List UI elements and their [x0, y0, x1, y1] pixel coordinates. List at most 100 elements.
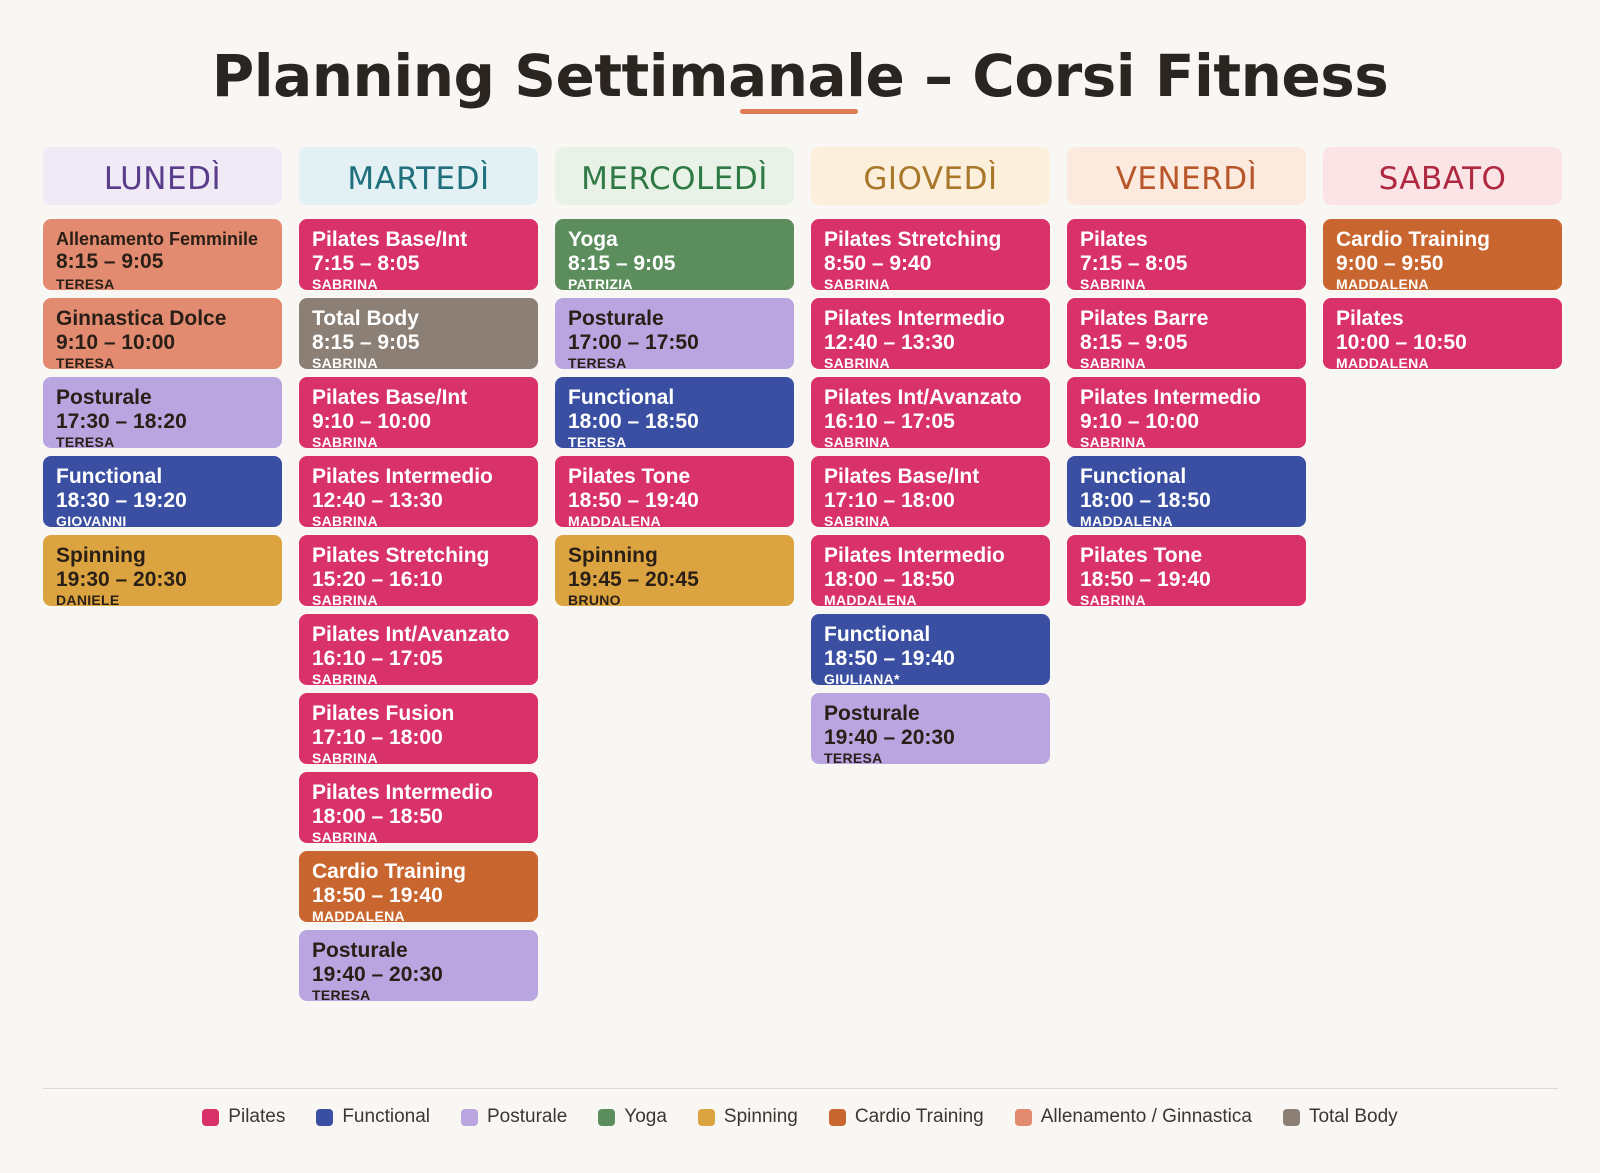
legend-swatch [1282, 1108, 1300, 1126]
class-card[interactable]: Allenamento Femminile 8:15 – 9:05 TERESA [43, 219, 282, 290]
legend-item-cardio: Cardio Training [828, 1106, 984, 1128]
class-card[interactable]: Pilates 7:15 – 8:05 SABRINA [1067, 219, 1306, 290]
class-name: Pilates Int/Avanzato [312, 623, 510, 646]
class-name: Pilates Tone [568, 465, 691, 488]
legend-label: Cardio Training [854, 1106, 984, 1127]
class-name: Total Body [312, 307, 419, 330]
class-card[interactable]: Yoga 8:15 – 9:05 PATRIZIA [555, 219, 794, 290]
class-card[interactable]: Pilates Int/Avanzato 16:10 – 17:05 SABRINA [811, 377, 1050, 448]
class-card[interactable]: Pilates Int/Avanzato 16:10 – 17:05 SABRINA [299, 614, 538, 685]
class-card[interactable]: Pilates Intermedio 18:00 – 18:50 SABRINA [299, 772, 538, 843]
class-card[interactable]: Pilates 10:00 – 10:50 MADDALENA [1323, 298, 1562, 369]
legend-swatch [828, 1108, 846, 1126]
day-header: MARTEDÌ [299, 147, 538, 205]
class-instructor: TERESA [568, 434, 627, 448]
class-time: 8:15 – 9:05 [568, 252, 676, 275]
class-instructor: SABRINA [312, 513, 378, 527]
class-time: 8:15 – 9:05 [312, 331, 420, 354]
class-card[interactable]: Posturale 19:40 – 20:30 TERESA [299, 930, 538, 1001]
class-name: Pilates [1080, 228, 1148, 251]
class-name: Pilates Stretching [824, 228, 1002, 251]
class-name: Posturale [568, 307, 664, 330]
class-name: Pilates Int/Avanzato [824, 386, 1022, 409]
class-card[interactable]: Posturale 17:00 – 17:50 TERESA [555, 298, 794, 369]
class-instructor: TERESA [56, 355, 115, 369]
legend-label: Allenamento / Ginnastica [1040, 1106, 1252, 1127]
class-time: 8:15 – 9:05 [1080, 331, 1188, 354]
class-list: Yoga 8:15 – 9:05 PATRIZIA Posturale 17:00 – … [555, 219, 794, 606]
class-card[interactable]: Pilates Stretching 8:50 – 9:40 SABRINA [811, 219, 1050, 290]
class-instructor: SABRINA [312, 276, 378, 290]
class-time: 17:00 – 17:50 [568, 331, 699, 354]
class-card[interactable]: Pilates Intermedio 12:40 – 13:30 SABRINA [811, 298, 1050, 369]
class-time: 12:40 – 13:30 [824, 331, 955, 354]
class-card[interactable]: Total Body 8:15 – 9:05 SABRINA [299, 298, 538, 369]
class-time: 17:30 – 18:20 [56, 410, 187, 433]
class-time: 8:50 – 9:40 [824, 252, 932, 275]
class-time: 16:10 – 17:05 [824, 410, 955, 433]
weekly-schedule: LUNEDÌ Allenamento Femminile 8:15 – 9:05 TE… [43, 147, 1562, 1001]
class-card[interactable]: Functional 18:30 – 19:20 GIOVANNI [43, 456, 282, 527]
legend-label: Pilates [228, 1106, 286, 1127]
class-time: 19:40 – 20:30 [312, 963, 443, 986]
class-card[interactable]: Pilates Base/Int 7:15 – 8:05 SABRINA [299, 219, 538, 290]
class-time: 9:10 – 10:00 [56, 331, 176, 354]
class-time: 19:45 – 20:45 [568, 568, 699, 591]
class-time: 18:00 – 18:50 [1080, 489, 1211, 512]
class-card[interactable]: Pilates Intermedio 18:00 – 18:50 MADDALENA [811, 535, 1050, 606]
class-card[interactable]: Functional 18:50 – 19:40 GIULIANA* [811, 614, 1050, 685]
day-header: GIOVEDÌ [811, 147, 1050, 205]
class-name: Pilates Base/Int [312, 228, 468, 251]
class-instructor: GIULIANA* [824, 671, 900, 685]
legend-swatch [598, 1108, 616, 1126]
class-card[interactable]: Posturale 19:40 – 20:30 TERESA [811, 693, 1050, 764]
class-card[interactable]: Ginnastica Dolce 9:10 – 10:00 TERESA [43, 298, 282, 369]
legend-item-posturale: Posturale [461, 1106, 567, 1128]
class-card[interactable]: Pilates Intermedio 9:10 – 10:00 SABRINA [1067, 377, 1306, 448]
class-card[interactable]: Cardio Training 9:00 – 9:50 MADDALENA [1323, 219, 1562, 290]
class-list: Cardio Training 9:00 – 9:50 MADDALENA Pilat… [1323, 219, 1562, 369]
legend-swatch [461, 1108, 478, 1126]
class-time: 10:00 – 10:50 [1336, 331, 1467, 354]
class-card[interactable]: Functional 18:00 – 18:50 MADDALENA [1067, 456, 1306, 527]
class-card[interactable]: Pilates Fusion 17:10 – 18:00 SABRINA [299, 693, 538, 764]
class-name: Functional [56, 465, 163, 488]
class-time: 19:30 – 20:30 [56, 568, 187, 591]
legend-item-totalbody: Total Body [1282, 1106, 1398, 1128]
class-instructor: SABRINA [312, 592, 378, 606]
legend-swatch [697, 1108, 715, 1126]
class-instructor: GIOVANNI [56, 513, 127, 527]
legend-item-allenamento: Allenamento / Ginnastica [1014, 1106, 1252, 1128]
class-card[interactable]: Pilates Base/Int 17:10 – 18:00 SABRINA [811, 456, 1050, 527]
class-instructor: SABRINA [312, 434, 378, 448]
class-name: Cardio Training [312, 860, 467, 883]
class-card[interactable]: Pilates Intermedio 12:40 – 13:30 SABRINA [299, 456, 538, 527]
class-card[interactable]: Functional 18:00 – 18:50 TERESA [555, 377, 794, 448]
class-time: 18:00 – 18:50 [824, 568, 955, 591]
day-column: MERCOLEDÌ Yoga 8:15 – 9:05 PATRIZIA Postural… [555, 147, 794, 1001]
day-column: SABATO Cardio Training 9:00 – 9:50 MADDALEN… [1323, 147, 1562, 1001]
class-card[interactable]: Pilates Base/Int 9:10 – 10:00 SABRINA [299, 377, 538, 448]
class-card[interactable]: Spinning 19:45 – 20:45 BRUNO [555, 535, 794, 606]
class-card[interactable]: Pilates Stretching 15:20 – 16:10 SABRINA [299, 535, 538, 606]
class-instructor: SABRINA [312, 355, 378, 369]
class-card[interactable]: Pilates Tone 18:50 – 19:40 MADDALENA [555, 456, 794, 527]
day-column: VENERDÌ Pilates 7:15 – 8:05 SABRINA Pilates … [1067, 147, 1306, 1001]
class-card[interactable]: Cardio Training 18:50 – 19:40 MADDALENA [299, 851, 538, 922]
class-time: 9:00 – 9:50 [1336, 252, 1444, 275]
class-instructor: SABRINA [1080, 434, 1146, 448]
class-card[interactable]: Pilates Barre 8:15 – 9:05 SABRINA [1067, 298, 1306, 369]
class-instructor: TERESA [824, 750, 883, 764]
class-list: Allenamento Femminile 8:15 – 9:05 TERESA Gi… [43, 219, 282, 606]
class-instructor: SABRINA [824, 276, 890, 290]
class-card[interactable]: Spinning 19:30 – 20:30 DANIELE [43, 535, 282, 606]
day-header: VENERDÌ [1067, 147, 1306, 205]
class-card[interactable]: Pilates Tone 18:50 – 19:40 SABRINA [1067, 535, 1306, 606]
day-header: LUNEDÌ [43, 147, 282, 205]
class-card[interactable]: Posturale 17:30 – 18:20 TERESA [43, 377, 282, 448]
legend-item-pilates: Pilates [202, 1106, 285, 1128]
class-instructor: MADDALENA [568, 513, 661, 527]
page-title: Planning Settimanale – Corsi Fitness [211, 42, 1389, 110]
class-instructor: SABRINA [1080, 276, 1146, 290]
class-time: 15:20 – 16:10 [312, 568, 443, 591]
